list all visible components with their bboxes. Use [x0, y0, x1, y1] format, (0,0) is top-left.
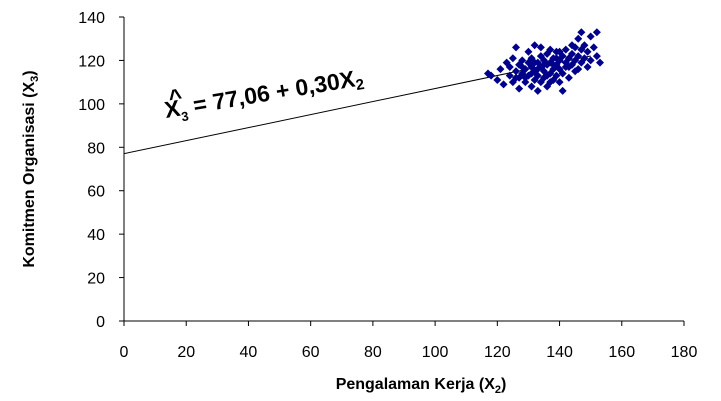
data-point [499, 80, 508, 89]
x-axis-title: Pengalaman Kerja (X2) [336, 376, 507, 396]
equation-rhs-subscript: 2 [355, 76, 366, 94]
x-tick-label: 100 [422, 344, 449, 361]
data-point [564, 73, 573, 82]
data-point [555, 47, 564, 56]
data-point [555, 78, 564, 87]
equation-rhs: = 77,06 + 0,30X [185, 65, 358, 119]
axes [123, 17, 684, 322]
y-axis-title-main: Komitmen Organisasi (X [21, 81, 38, 267]
x-tick-label: 20 [177, 344, 195, 361]
x-tick-label: 120 [484, 344, 511, 361]
y-axis-title-subscript: 3 [29, 76, 41, 82]
data-point [574, 52, 583, 61]
x-axis-title-subscript: 2 [495, 384, 501, 396]
y-axis-title-end: ) [21, 70, 38, 75]
data-point [518, 56, 527, 65]
data-point [589, 43, 598, 52]
x-tick-label: 40 [240, 344, 258, 361]
data-point [564, 62, 573, 71]
data-point [580, 41, 589, 50]
tick-labels: 0 20 40 60 80 100 120 140 160 180 0 20 40 60 80 100 120 1… [78, 10, 697, 361]
data-point [592, 52, 601, 61]
regression-equation: X3 = 77,06 + 0,30X2 ^ [163, 64, 366, 127]
data-point [552, 71, 561, 80]
data-point [533, 86, 542, 95]
data-point [533, 71, 542, 80]
data-point [527, 69, 536, 78]
data-point [496, 65, 505, 74]
x-tick-label: 80 [364, 344, 382, 361]
data-point [512, 73, 520, 82]
x-tick-label: 0 [120, 344, 129, 361]
x-axis-title-main: Pengalaman Kerja (X [336, 376, 496, 393]
data-point [586, 56, 595, 65]
data-point [568, 41, 576, 50]
data-point [583, 47, 592, 56]
y-tick-label: 140 [78, 10, 105, 27]
data-point [583, 62, 592, 71]
data-point [574, 65, 583, 74]
x-axis-title-end: ) [501, 376, 506, 393]
data-point [558, 86, 567, 95]
x-tick-label: 140 [546, 344, 573, 361]
data-point [558, 69, 567, 78]
data-point [521, 78, 530, 87]
data-point [540, 60, 548, 69]
y-tick-label: 20 [87, 271, 105, 288]
regression-line [123, 55, 591, 155]
data-point [524, 47, 533, 56]
x-tick-label: 160 [608, 344, 635, 361]
ticks [119, 16, 685, 326]
data-point [568, 49, 576, 58]
x-tick-label: 60 [302, 344, 320, 361]
data-point [580, 54, 589, 63]
data-point [561, 45, 570, 54]
data-point [592, 28, 601, 37]
data-point [574, 34, 583, 43]
y-tick-label: 80 [87, 140, 105, 157]
data-point [546, 78, 555, 87]
y-tick-label: 100 [78, 97, 105, 114]
y-tick-label: 120 [78, 53, 105, 70]
data-point [536, 43, 545, 52]
equation-hat-symbol: ^ [167, 83, 185, 111]
y-tick-label: 60 [87, 184, 105, 201]
data-point [577, 28, 586, 37]
data-point [518, 62, 527, 71]
data-point [530, 41, 539, 50]
y-axis-title: Komitmen Organisasi (X3) [21, 70, 41, 267]
data-point [515, 84, 524, 93]
data-point [505, 71, 514, 80]
data-point [530, 58, 539, 67]
equation-yhat-subscript: 3 [180, 108, 190, 124]
equation-yhat: X [163, 95, 183, 123]
data-point [527, 82, 536, 91]
data-point [521, 73, 530, 82]
data-point [508, 54, 517, 63]
data-point [533, 65, 542, 74]
y-tick-label: 40 [87, 227, 105, 244]
data-point [549, 60, 558, 69]
data-point [512, 43, 520, 52]
data-point [596, 58, 604, 67]
data-point [546, 45, 555, 54]
x-tick-label: 180 [671, 344, 698, 361]
data-point [505, 62, 514, 71]
data-point [540, 56, 548, 65]
data-point [512, 67, 520, 76]
data-point [543, 71, 552, 80]
data-point [586, 32, 595, 41]
data-point [487, 71, 496, 80]
equation-text: X3 = 77,06 + 0,30X2 [163, 64, 366, 127]
y-tick-label: 0 [96, 314, 105, 331]
data-point [493, 75, 502, 84]
data-points [484, 28, 604, 95]
data-point [552, 54, 561, 63]
